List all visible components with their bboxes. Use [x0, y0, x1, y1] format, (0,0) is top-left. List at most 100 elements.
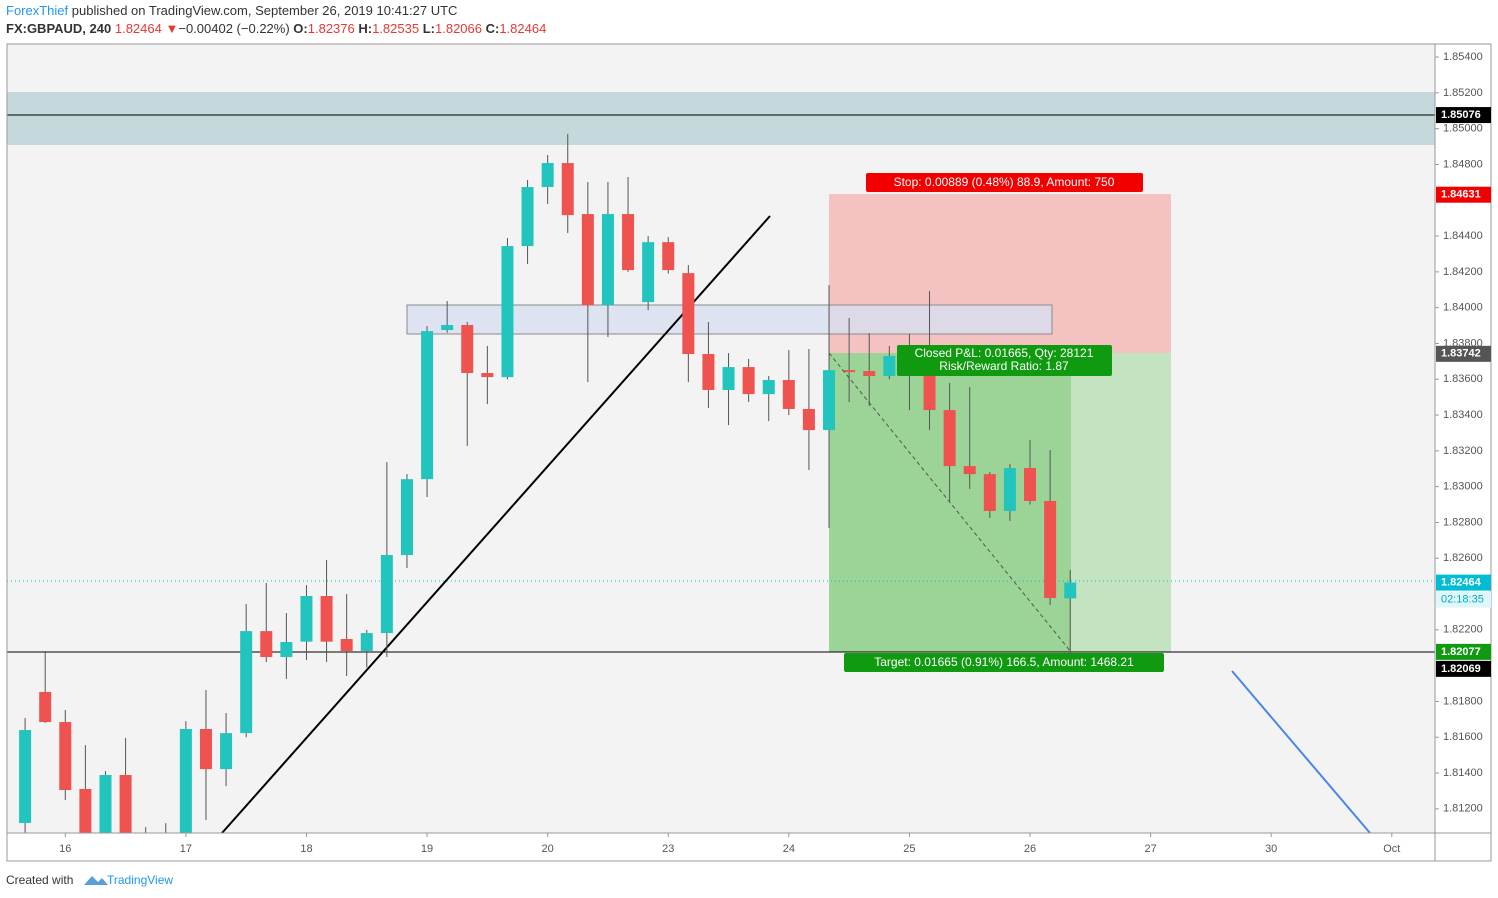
candle-body [59, 722, 72, 791]
price-label-bg [1436, 660, 1491, 677]
y-tick-label: 1.81600 [1443, 731, 1483, 743]
candle-body [843, 370, 856, 373]
candle-body [300, 596, 313, 642]
price-label: 1.84631 [1441, 189, 1481, 201]
frame [6, 43, 1492, 862]
ratio-label: Risk/Reward Ratio: 1.87 [939, 359, 1069, 373]
countdown-bg [1436, 591, 1491, 608]
candle-body [722, 367, 735, 390]
ohlc-key: O: [293, 21, 307, 36]
y-tick-label: 1.84200 [1443, 266, 1483, 278]
ohlc-value: 1.82464 [499, 21, 546, 36]
path-line [828, 352, 1072, 653]
candle-body [220, 733, 233, 770]
candle-body [441, 325, 454, 331]
x-tick-label: 17 [180, 843, 192, 855]
candle-body [421, 331, 434, 480]
candle-body [782, 379, 795, 409]
candle-body [19, 730, 32, 823]
projection-line [1231, 670, 1371, 834]
candle-body [601, 214, 614, 306]
candle-body [199, 729, 212, 770]
footer: Created with [6, 873, 73, 887]
x-tick-label: Oct [1383, 843, 1400, 855]
candle-body [340, 638, 353, 651]
candle-body [682, 273, 695, 355]
candle-body [1024, 468, 1037, 501]
ohlc-value: 1.82535 [372, 21, 419, 36]
y-tick-label: 1.85200 [1443, 87, 1483, 99]
ohlc-value: 1.82066 [435, 21, 482, 36]
candle-body [1044, 500, 1057, 598]
candle-body [883, 355, 896, 377]
ohlc-key: L: [423, 21, 435, 36]
x-tick-label: 27 [1144, 843, 1156, 855]
y-tick-label: 1.83400 [1443, 409, 1483, 421]
symbol: FX:GBPAUD, 240 [6, 21, 111, 36]
candle-body [1003, 468, 1016, 511]
x-tick-label: 16 [59, 843, 71, 855]
candle-body [802, 408, 815, 431]
price-label-bg [1436, 643, 1491, 660]
candle-body [1064, 582, 1077, 599]
y-tick-label: 1.84400 [1443, 230, 1483, 242]
y-tick-label: 1.82800 [1443, 516, 1483, 528]
y-tick-label: 1.82600 [1443, 552, 1483, 564]
ohlc-value: 1.82376 [308, 21, 355, 36]
candle-body [260, 631, 273, 658]
brand: TradingView [107, 873, 173, 887]
candles [19, 134, 1077, 834]
y-tick-label: 1.82200 [1443, 624, 1483, 636]
y-tick-label: 1.83200 [1443, 445, 1483, 457]
candle-body [360, 633, 373, 651]
change: −0.00402 (−0.22%) [178, 21, 289, 36]
candle-body [99, 775, 112, 833]
ohlc-key: C: [486, 21, 500, 36]
pnl-label: Closed P&L: 0.01665, Qty: 28121 [915, 346, 1094, 360]
x-tick-label: 30 [1265, 843, 1277, 855]
candle-body [39, 691, 52, 723]
candle-body [521, 187, 534, 247]
axes: 1.85400 1.85200 1.85000 1.84800 1.84400 1.842… [59, 51, 1491, 855]
candle-body [280, 642, 293, 658]
created: Created with [6, 873, 73, 887]
plot-area [7, 44, 1435, 833]
y-tick-label: 1.83000 [1443, 481, 1483, 493]
candle-body [863, 371, 876, 377]
candle-body [320, 596, 333, 642]
y-tick-label: 1.81800 [1443, 695, 1483, 707]
x-tick-label: 18 [300, 843, 312, 855]
candle-body [461, 325, 474, 373]
y-tick-label: 1.84800 [1443, 158, 1483, 170]
candle-body [179, 729, 192, 833]
candle-body [79, 788, 92, 833]
stop-label-bg [866, 173, 1143, 192]
resistance-zone [7, 92, 1435, 145]
stop-label: Stop: 0.00889 (0.48%) 88.9, Amount: 750 [894, 175, 1115, 189]
pnl-label-bg [897, 345, 1112, 376]
time-axis [7, 833, 1435, 861]
candle-body [400, 479, 413, 556]
price-label: 1.82069 [1441, 663, 1481, 675]
published: published on TradingView.com, September … [72, 3, 458, 18]
countdown: 02:18:35 [1441, 593, 1484, 605]
candle-body [380, 555, 393, 634]
price-label-bg [1436, 107, 1491, 124]
target-label-bg [844, 653, 1164, 672]
brand-logo [84, 876, 108, 885]
x-tick-label: 26 [1024, 843, 1036, 855]
ohlc-key: H: [358, 21, 372, 36]
target-label: Target: 0.01665 (0.91%) 166.5, Amount: 1… [874, 655, 1134, 669]
price-label: 1.83742 [1441, 348, 1481, 360]
x-tick-label: 19 [421, 843, 433, 855]
price-axis [1435, 44, 1491, 861]
candle-body [501, 246, 514, 378]
price-label: 1.82464 [1441, 576, 1482, 588]
header-line: ForexThief published on TradingView.com,… [6, 3, 457, 18]
arrow: ▼ [165, 21, 178, 36]
candle-body [622, 214, 635, 271]
price-label-bg [1436, 345, 1491, 362]
price-label: 1.82077 [1441, 646, 1481, 658]
candle-body [481, 372, 494, 378]
